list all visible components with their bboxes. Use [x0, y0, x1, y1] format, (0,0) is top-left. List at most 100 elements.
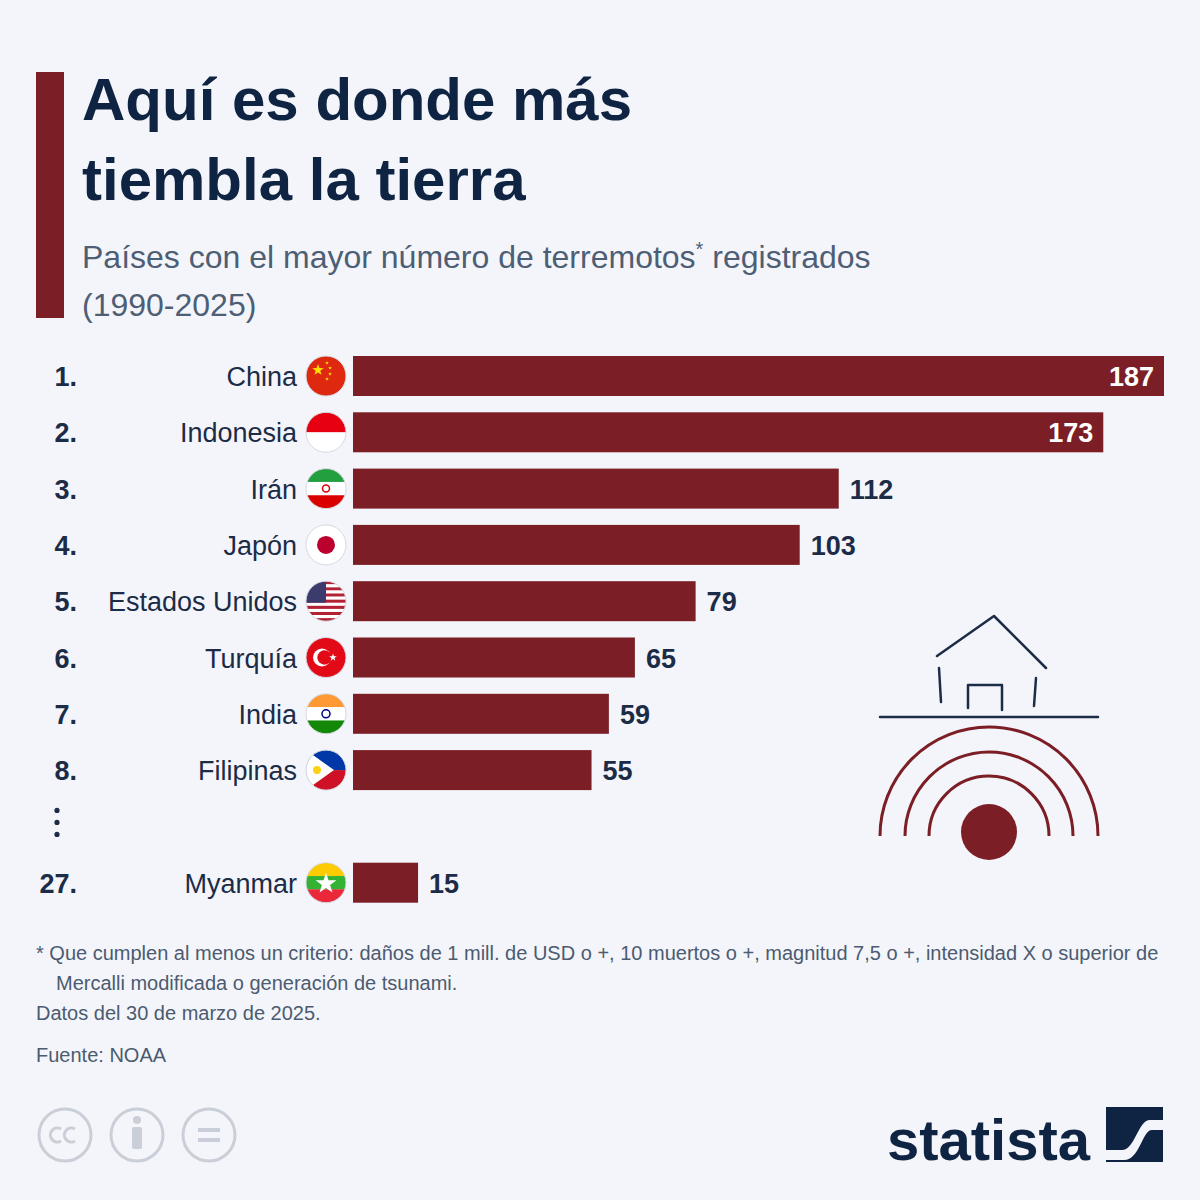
flag-part: [306, 356, 346, 396]
value-label: 79: [707, 587, 737, 617]
rank-label: 5.: [54, 587, 77, 617]
flag-fill: [306, 750, 346, 790]
subtitle: Países con el mayor número de terremotos…: [82, 233, 912, 329]
bar: [353, 412, 1103, 452]
brand-mark: [1106, 1107, 1163, 1162]
flag: [306, 412, 346, 452]
title-accent: [36, 72, 64, 318]
icon-epicenter: [961, 804, 1017, 860]
ellipsis-dot: [54, 808, 59, 813]
category-label: Estados Unidos: [108, 587, 297, 617]
bar: [353, 863, 418, 903]
flag-part: [313, 766, 321, 774]
flag-part: [328, 366, 332, 370]
flag-part: [306, 495, 346, 509]
bar: [353, 694, 609, 734]
rank-label: 2.: [54, 418, 77, 448]
flag-border: [306, 638, 346, 678]
icon-ground: [880, 716, 1098, 719]
note: * Que cumplen al menos un criterio: daño…: [36, 938, 1171, 998]
flag-part: [306, 612, 346, 615]
title: Aquí es donde más tiembla la tierra: [82, 60, 802, 220]
flag-part: [306, 750, 334, 790]
value-label: 173: [1048, 418, 1093, 448]
flag-part: [306, 720, 346, 734]
flag: [306, 694, 346, 734]
source: Fuente: NOAA: [36, 1040, 166, 1070]
flag-fill: [306, 412, 346, 452]
bar: [353, 581, 696, 621]
flag-fill: [306, 694, 346, 734]
rank-label: 6.: [54, 644, 77, 674]
flag-fill: [306, 469, 346, 509]
flag: [306, 638, 346, 678]
flag-part: [323, 485, 330, 492]
flag-border: [306, 863, 346, 903]
value-label: 187: [1109, 362, 1154, 392]
flag-fill: [306, 581, 346, 621]
license-glyph: [64, 1128, 75, 1142]
flag-border: [306, 525, 346, 565]
rank-label: 4.: [54, 531, 77, 561]
flag-part: [306, 609, 346, 612]
flag-part: [329, 654, 337, 661]
brand-mark-wave: [1106, 1120, 1163, 1160]
flag-part: [306, 412, 346, 432]
ellipsis-dot: [54, 820, 59, 825]
flag-fill: [306, 525, 346, 565]
value-label: 15: [429, 869, 459, 899]
flag-part: [322, 710, 330, 718]
flag-part: [317, 536, 335, 554]
value-label: 65: [646, 644, 676, 674]
flag: [306, 581, 346, 621]
flag-part: [306, 469, 346, 483]
flag-part: [306, 694, 346, 708]
brand: statista: [887, 1107, 1091, 1172]
flag-border: [306, 469, 346, 509]
category-label: Irán: [250, 475, 297, 505]
license-glyph: [198, 1128, 220, 1132]
flag-border: [306, 750, 346, 790]
flag-border: [306, 581, 346, 621]
icon-wall: [1034, 678, 1036, 706]
bar: [353, 525, 800, 565]
license-icon: [111, 1109, 163, 1161]
rank-label: 27.: [39, 869, 77, 899]
bar: [353, 750, 592, 790]
flag-part: [306, 606, 346, 609]
flag-part: [316, 873, 337, 893]
ellipsis-dot: [54, 832, 59, 837]
license-glyph: [198, 1138, 220, 1142]
category-label: Filipinas: [198, 756, 297, 786]
category-label: Japón: [223, 531, 297, 561]
rank-label: 3.: [54, 475, 77, 505]
rank-label: 8.: [54, 756, 77, 786]
page: 1.China1872.Indonesia1733.Irán1124.Japón…: [0, 0, 1200, 1200]
category-label: Turquía: [205, 644, 298, 674]
notes: * Que cumplen al menos un criterio: daño…: [36, 938, 1171, 1028]
flag-fill: [306, 356, 346, 396]
flag-fill: [306, 863, 346, 903]
value-label: 103: [811, 531, 856, 561]
flag-part: [306, 482, 346, 496]
flag-part: [325, 377, 329, 381]
category-label: Indonesia: [180, 418, 298, 448]
note: Datos del 30 de marzo de 2025.: [36, 998, 1171, 1028]
asterisk: *: [696, 238, 704, 260]
flag: [306, 863, 346, 903]
category-label: China: [226, 362, 298, 392]
bar: [353, 356, 1164, 396]
icon-roof: [937, 616, 1046, 668]
flag-part: [313, 649, 331, 667]
flag-part: [306, 707, 346, 721]
flag-part: [306, 889, 346, 903]
category-label: India: [238, 700, 298, 730]
flag-part: [306, 432, 346, 452]
flag-part: [317, 650, 331, 664]
value-label: 112: [850, 475, 894, 505]
flag-part: [328, 372, 332, 376]
flag-border: [306, 694, 346, 734]
license-icon: [39, 1109, 91, 1161]
quake-icon: [880, 616, 1098, 717]
flag: [306, 525, 346, 565]
